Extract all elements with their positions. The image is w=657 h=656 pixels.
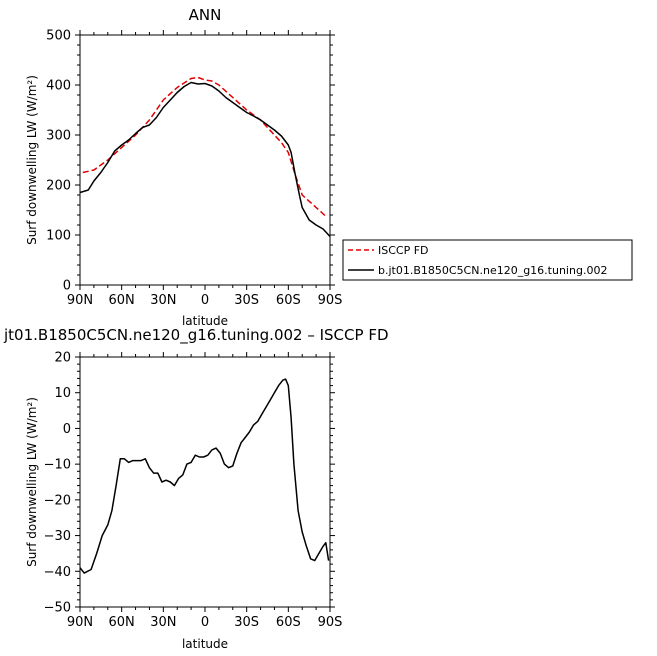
top-y-tick-label: 500: [46, 29, 71, 44]
bottom-x-tick-label: 60N: [109, 615, 135, 630]
top-series-line-1: [79, 81, 331, 238]
bottom-y-tick-label: −40: [44, 565, 71, 580]
bottom-x-tick-label: 30N: [150, 615, 176, 630]
top-y-tick-label: 200: [46, 179, 71, 194]
bottom-series-group: [79, 378, 330, 574]
top-x-tick-label: 0: [201, 293, 209, 308]
top-series-line-0: [82, 76, 328, 219]
top-y-tick-label: 100: [46, 229, 71, 244]
top-x-tick-label: 60S: [276, 293, 301, 308]
bottom-panel: jt01.B1850C5CN.ne120_g16.tuning.002 – IS…: [3, 326, 389, 651]
bottom-x-tick-label: 0: [201, 615, 209, 630]
top-x-tick-label: 90N: [67, 293, 93, 308]
top-y-tick-label: 300: [46, 129, 71, 144]
bottom-y-tick-label: 10: [54, 386, 71, 401]
bottom-chart-title: jt01.B1850C5CN.ne120_g16.tuning.002 – IS…: [3, 326, 389, 345]
bottom-y-tick-label: −50: [44, 601, 71, 616]
top-x-tick-label: 30N: [150, 293, 176, 308]
top-x-tick-label: 90S: [318, 293, 343, 308]
top-y-tick-label: 0: [63, 279, 71, 294]
bottom-series-line-0: [79, 378, 330, 574]
bottom-y-axis-label: Surf downwelling LW (W/m²): [25, 397, 39, 567]
top-series-group: [79, 76, 331, 238]
top-x-tick-label: 30S: [234, 293, 259, 308]
top-x-tick-label: 60N: [109, 293, 135, 308]
bottom-x-tick-label: 90N: [67, 615, 93, 630]
bottom-plot-area: 90N 60N 30N 0 30S 60S 90S −50 −40 −30 −20 −10 0 10 20: [44, 351, 343, 631]
top-plot-area: 90N 60N 30N 0 30S 60S 90S 0 100 200 300 400 500: [46, 29, 342, 309]
top-y-tick-label: 400: [46, 79, 71, 94]
bottom-y-tick-label: −10: [44, 458, 71, 473]
bottom-x-tick-label: 90S: [318, 615, 343, 630]
bottom-plot-frame: [79, 356, 331, 608]
bottom-y-tick-label: 20: [54, 351, 71, 366]
bottom-y-tick-label: −20: [44, 493, 71, 508]
bottom-x-tick-label: 60S: [276, 615, 301, 630]
bottom-x-axis-label: latitude: [182, 637, 228, 651]
legend-box: [342, 239, 633, 281]
top-chart-title: ANN: [189, 6, 222, 24]
top-x-axis-label: latitude: [182, 314, 228, 328]
bottom-y-tick-label: −30: [44, 529, 71, 544]
legend-label-model: b.jt01.B1850C5CN.ne120_g16.tuning.002: [378, 264, 607, 277]
top-y-axis-label: Surf downwelling LW (W/m²): [25, 75, 39, 245]
bottom-x-tick-label: 30S: [234, 615, 259, 630]
legend: ISCCP FD b.jt01.B1850C5CN.ne120_g16.tuni…: [342, 239, 633, 281]
legend-label-isccp: ISCCP FD: [378, 244, 429, 257]
top-panel: ANN 90N 60N 30N 0 30S 60S 90S0100200300400500 …: [25, 6, 342, 328]
bottom-y-tick-label: 0: [63, 422, 71, 437]
